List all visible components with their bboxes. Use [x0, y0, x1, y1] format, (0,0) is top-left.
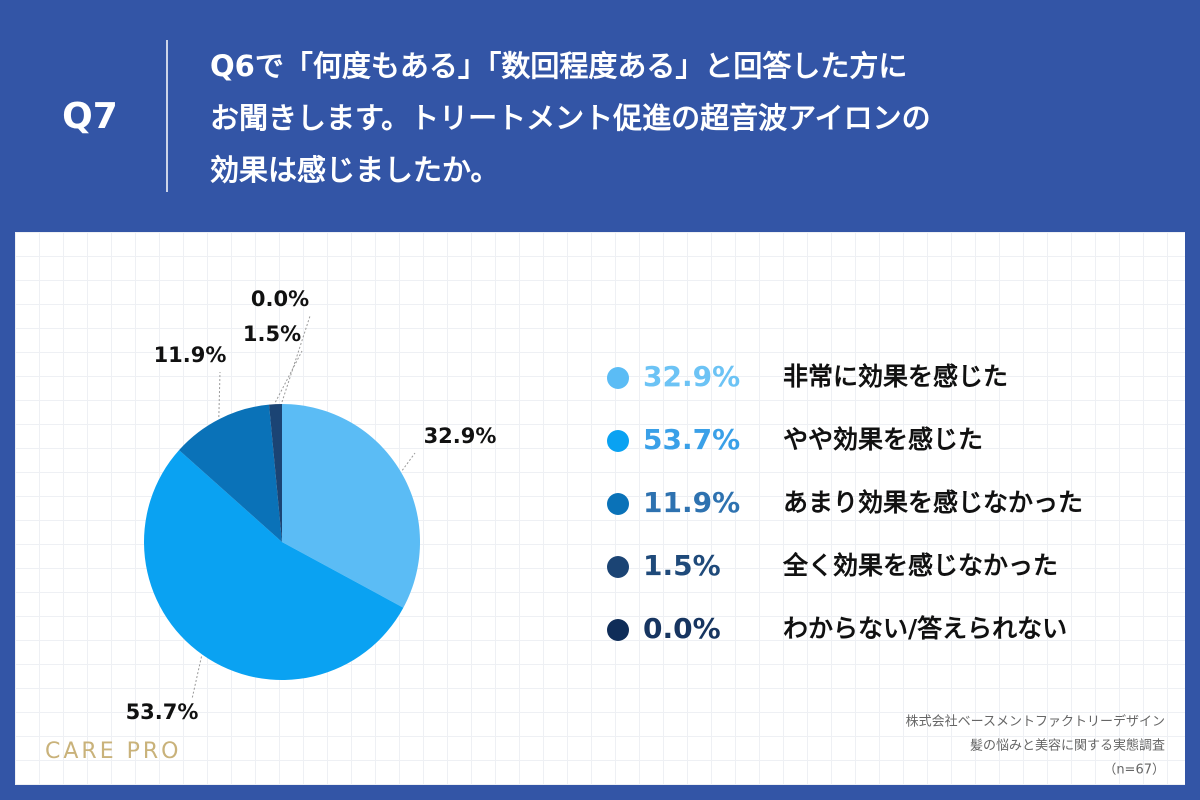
pie-slice	[282, 404, 420, 608]
leader-line	[191, 656, 202, 700]
data-label: 1.5%	[243, 322, 301, 346]
data-label: 0.0%	[251, 287, 309, 311]
legend-swatch	[607, 556, 629, 578]
legend-label: わからない/答えられない	[783, 614, 1067, 643]
data-label: 11.9%	[154, 343, 227, 367]
legend-swatch	[607, 619, 629, 641]
legend-label: 全く効果を感じなかった	[782, 551, 1058, 580]
legend-value: 11.9%	[643, 486, 740, 519]
legend-swatch	[607, 367, 629, 389]
pie-slice	[144, 450, 404, 680]
data-label: 32.9%	[424, 424, 497, 448]
chart-title: お聞きします。トリートメント促進の超音波アイロンの	[210, 101, 931, 135]
leader-line	[274, 350, 303, 403]
pie-slice	[179, 404, 282, 542]
question-number: Q7	[62, 96, 118, 137]
source: 髪の悩みと美容に関する実態調査	[970, 738, 1165, 754]
legend-value: 0.0%	[643, 612, 721, 645]
leader-line	[401, 452, 416, 471]
leader-line	[281, 315, 311, 403]
data-label: 53.7%	[126, 700, 199, 724]
pie-slice	[269, 404, 282, 542]
chart-title: Q6で「何度もある」「数回程度ある」と回答した方に	[210, 49, 907, 83]
legend-label: あまり効果を感じなかった	[783, 488, 1083, 517]
chart-title: 効果は感じましたか。	[210, 153, 499, 187]
legend-label: 非常に効果を感じた	[783, 362, 1008, 391]
source: 株式会社ベースメントファクトリーデザイン	[906, 714, 1165, 730]
legend-label: やや効果を感じた	[783, 425, 983, 454]
legend-value: 1.5%	[643, 549, 721, 582]
source: （n=67）	[1103, 763, 1165, 778]
legend-value: 53.7%	[643, 423, 740, 456]
legend-value: 32.9%	[643, 360, 740, 393]
legend-swatch	[607, 430, 629, 452]
legend-swatch	[607, 493, 629, 515]
leader-line	[218, 371, 221, 418]
chart-panel	[15, 232, 1185, 785]
brand-logo: CARE PRO	[45, 739, 181, 764]
